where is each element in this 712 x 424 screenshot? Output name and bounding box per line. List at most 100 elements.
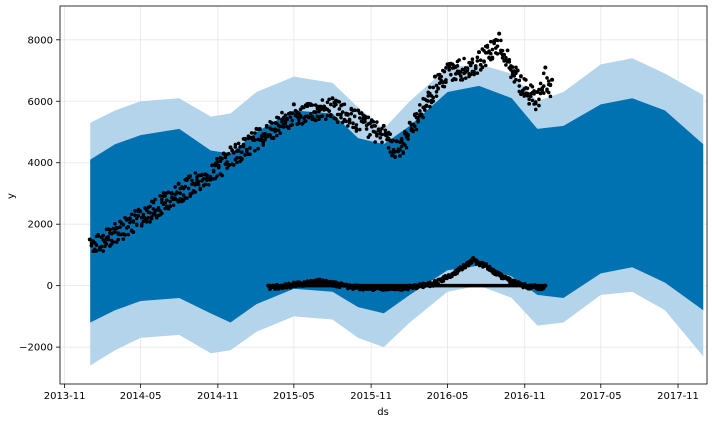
observed-point xyxy=(346,112,350,116)
observed-point xyxy=(325,113,330,118)
observed-point xyxy=(186,186,191,191)
observed-point xyxy=(401,150,406,155)
observed-point xyxy=(414,127,419,132)
observed-point xyxy=(398,154,402,158)
observed-point xyxy=(290,111,294,115)
observed-point xyxy=(281,125,286,129)
observed-point xyxy=(298,115,303,119)
observed-point xyxy=(414,112,419,116)
observed-point xyxy=(344,119,348,124)
observed-point xyxy=(200,173,204,177)
observed-point xyxy=(215,160,219,164)
observed-point xyxy=(225,160,229,164)
observed-point xyxy=(248,152,252,157)
observed-point xyxy=(297,118,301,122)
observed-point xyxy=(403,143,407,147)
observed-point xyxy=(468,63,473,68)
observed-point xyxy=(475,71,480,75)
observed-point xyxy=(131,219,136,223)
observed-point xyxy=(524,78,528,82)
observed-point xyxy=(249,131,254,135)
observed-point xyxy=(263,137,267,142)
observed-point xyxy=(463,76,468,80)
observed-point xyxy=(426,99,431,103)
observed-point xyxy=(176,200,181,204)
observed-point xyxy=(398,147,402,152)
observed-point xyxy=(504,63,508,67)
observed-point xyxy=(483,63,488,68)
plot-frame xyxy=(59,5,708,385)
observed-point xyxy=(196,182,201,187)
observed-point xyxy=(295,114,300,119)
observed-point xyxy=(141,212,146,217)
observed-point xyxy=(261,143,266,147)
observed-point xyxy=(497,31,502,36)
observed-point xyxy=(507,57,512,62)
observed-point xyxy=(347,117,352,122)
observed-point xyxy=(334,117,338,121)
observed-point xyxy=(258,127,262,131)
observed-point xyxy=(406,132,410,137)
observed-point xyxy=(278,131,283,135)
observed-point xyxy=(317,117,321,122)
observed-point xyxy=(126,232,131,237)
observed-point xyxy=(490,56,495,61)
observed-point xyxy=(264,123,269,128)
observed-point xyxy=(391,138,396,143)
observed-point xyxy=(356,108,361,113)
observed-point xyxy=(525,94,530,98)
observed-point xyxy=(434,94,439,98)
observed-point xyxy=(532,89,536,93)
observed-point xyxy=(431,95,436,100)
observed-point xyxy=(113,221,117,226)
x-tick-label: 2014-11 xyxy=(197,391,239,402)
observed-point xyxy=(423,108,427,112)
observed-point xyxy=(216,165,221,170)
observed-point xyxy=(505,48,510,53)
observed-point xyxy=(235,160,239,165)
observed-point xyxy=(428,85,432,90)
observed-point xyxy=(434,89,439,94)
y-axis-label: y xyxy=(6,193,17,199)
observed-point xyxy=(515,68,520,73)
observed-point xyxy=(458,70,463,74)
observed-point xyxy=(442,84,447,89)
observed-point xyxy=(543,65,548,70)
observed-point xyxy=(509,68,513,72)
observed-point xyxy=(168,199,172,204)
observed-point xyxy=(454,77,458,82)
observed-point xyxy=(211,168,216,173)
observed-point xyxy=(285,117,289,122)
observed-point xyxy=(421,115,425,120)
y-axis: −2000 0 2000 4000 6000 8000 xyxy=(19,35,60,354)
observed-point xyxy=(545,76,549,80)
observed-point xyxy=(133,209,137,213)
observed-point xyxy=(411,129,415,134)
observed-point xyxy=(193,190,198,194)
observed-point xyxy=(455,64,460,68)
observed-point xyxy=(275,133,279,138)
observed-point xyxy=(198,187,203,192)
observed-point xyxy=(472,72,476,77)
observed-point xyxy=(527,101,531,106)
observed-point xyxy=(94,249,99,253)
observed-point xyxy=(181,193,186,197)
observed-point xyxy=(278,124,283,129)
observed-point xyxy=(101,233,106,238)
observed-point xyxy=(477,50,482,55)
observed-point xyxy=(104,242,109,246)
observed-point xyxy=(495,38,500,43)
observed-point xyxy=(514,71,518,76)
observed-point xyxy=(465,66,470,70)
observed-point xyxy=(470,57,475,62)
observed-point xyxy=(243,137,247,142)
observed-point xyxy=(381,123,386,128)
observed-point xyxy=(215,174,219,178)
observed-point xyxy=(442,69,447,74)
observed-point xyxy=(339,115,343,120)
observed-point xyxy=(533,107,538,112)
observed-point xyxy=(475,55,480,60)
observed-point xyxy=(519,74,523,79)
observed-point xyxy=(313,110,318,114)
observed-point xyxy=(181,198,186,203)
